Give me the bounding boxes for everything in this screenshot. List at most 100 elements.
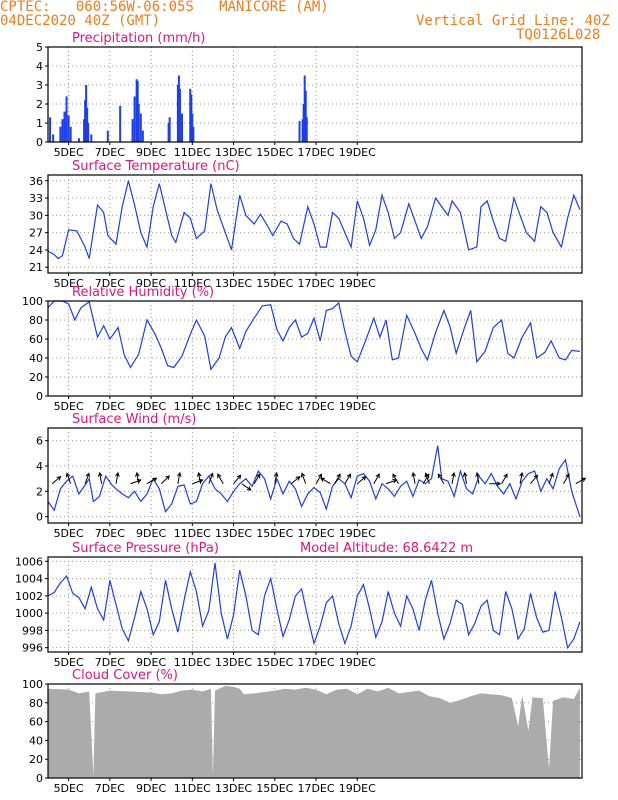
press-xtick-label: 19DEC xyxy=(339,656,376,669)
wind-arrow xyxy=(501,473,508,484)
precip-bar xyxy=(136,81,139,142)
press-ytick-label: 1004 xyxy=(15,573,43,586)
temp-frame xyxy=(47,174,583,274)
press-xtick-label: 15DEC xyxy=(256,656,293,669)
precip-bar xyxy=(167,123,170,142)
wind-arrow-head xyxy=(115,471,120,477)
press-xtick-label: 9DEC xyxy=(136,656,166,669)
cloud-ytick-label: 100 xyxy=(22,678,43,691)
press-xtick-label: 17DEC xyxy=(297,656,334,669)
wind-arrow xyxy=(136,472,140,484)
wind-arrow-head xyxy=(475,471,480,477)
wind-arrow xyxy=(241,483,252,491)
precip-ytick-label: 5 xyxy=(36,41,43,54)
temp-xtick-label: 15DEC xyxy=(256,277,293,290)
wind-arrow xyxy=(290,476,301,485)
temp-title: Surface Temperature (nC) xyxy=(72,159,240,174)
precip-bar xyxy=(77,138,80,142)
wind-ytick-label: 2 xyxy=(36,485,43,498)
cloud-ytick-label: 0 xyxy=(36,772,43,785)
precip-bar xyxy=(87,123,90,142)
precip-bar xyxy=(304,90,307,142)
wind-arrow xyxy=(385,479,397,485)
wind-xtick-label: 7DEC xyxy=(95,527,125,540)
precip-title: Precipitation (mm/h) xyxy=(72,31,205,46)
wind-arrow-head xyxy=(496,481,502,487)
wind-arrow-head xyxy=(295,475,301,481)
cloud-frame xyxy=(47,683,583,779)
temp-ytick-label: 27 xyxy=(29,227,43,240)
temp-xtick-label: 11DEC xyxy=(174,277,211,290)
cloud-ytick-label: 20 xyxy=(29,753,43,766)
wind-line xyxy=(47,445,581,517)
wind-arrow-head xyxy=(320,477,325,482)
precip-bar xyxy=(181,113,184,142)
wind-ytick-label: 0 xyxy=(36,511,43,524)
precip-ytick-label: 3 xyxy=(36,79,43,92)
precip-bar xyxy=(84,100,87,142)
precip-bar xyxy=(301,119,304,142)
cloud-area xyxy=(48,685,580,778)
wind-arrow xyxy=(334,473,341,484)
wind-arrow-head xyxy=(519,471,524,477)
press-panel xyxy=(45,556,583,655)
wind-arrow xyxy=(301,473,307,484)
cloud-ytick-label: 60 xyxy=(29,716,43,729)
wind-arrow xyxy=(320,477,331,485)
wind-xtick-label: 13DEC xyxy=(215,527,252,540)
cloud-xtick-label: 13DEC xyxy=(215,782,252,795)
precip-bar xyxy=(69,126,72,142)
wind-arrow xyxy=(177,472,181,484)
precip-bar xyxy=(189,88,192,142)
precip-bar xyxy=(63,111,66,142)
rh-line xyxy=(47,300,580,371)
wind-arrow-head xyxy=(533,474,539,480)
rh-xtick-label: 9DEC xyxy=(136,400,166,413)
precip-bar xyxy=(176,85,179,142)
wind-arrow xyxy=(392,473,399,484)
temp-line xyxy=(47,180,581,260)
wind-arrow-head xyxy=(392,473,397,479)
rh-ytick-label: 80 xyxy=(29,314,43,327)
date-header: 04DEC2020 40Z (GMT) xyxy=(0,13,161,29)
wind-arrow xyxy=(192,479,203,485)
precip-bar xyxy=(119,105,122,142)
wind-ytick-label: 4 xyxy=(36,460,43,473)
wind-arrow xyxy=(217,473,224,484)
wind-arrow-head xyxy=(411,471,416,477)
temp-ytick-label: 30 xyxy=(29,209,43,222)
wind-arrow xyxy=(476,472,480,484)
rh-xtick-label: 17DEC xyxy=(297,400,334,413)
wind-arrow-head xyxy=(97,471,103,477)
wind-arrow xyxy=(575,477,586,485)
rh-xtick-label: 7DEC xyxy=(95,400,125,413)
precip-bar xyxy=(139,113,142,142)
wind-arrow-head xyxy=(56,475,62,481)
cloud-xtick-label: 9DEC xyxy=(136,782,166,795)
wind-xtick-label: 9DEC xyxy=(136,527,166,540)
wind-arrow xyxy=(464,472,468,484)
cloud-xtick-label: 17DEC xyxy=(297,782,334,795)
wind-arrow-head xyxy=(462,471,468,477)
wind-arrow xyxy=(208,473,214,484)
precip-bar xyxy=(85,85,88,142)
wind-arrow xyxy=(161,475,170,485)
wind-arrow-head xyxy=(317,473,323,479)
press-title: Surface Pressure (hPa) xyxy=(72,541,219,556)
precip-bar xyxy=(52,134,55,142)
precip-bar xyxy=(106,130,109,142)
temp-panel xyxy=(45,174,583,276)
cloud-ytick-label: 80 xyxy=(29,697,43,710)
wind-arrow-head xyxy=(451,471,456,477)
precip-bar xyxy=(131,119,134,142)
cloud-xtick-label: 19DEC xyxy=(339,782,376,795)
temp-xtick-label: 7DEC xyxy=(95,277,125,290)
wind-xtick-label: 19DEC xyxy=(339,527,376,540)
temp-xtick-label: 13DEC xyxy=(215,277,252,290)
precip-bar xyxy=(302,104,305,142)
wind-panel xyxy=(45,427,587,526)
press-ytick-label: 1000 xyxy=(15,607,43,620)
rh-xtick-label: 11DEC xyxy=(174,400,211,413)
wind-arrow-head xyxy=(549,472,554,478)
